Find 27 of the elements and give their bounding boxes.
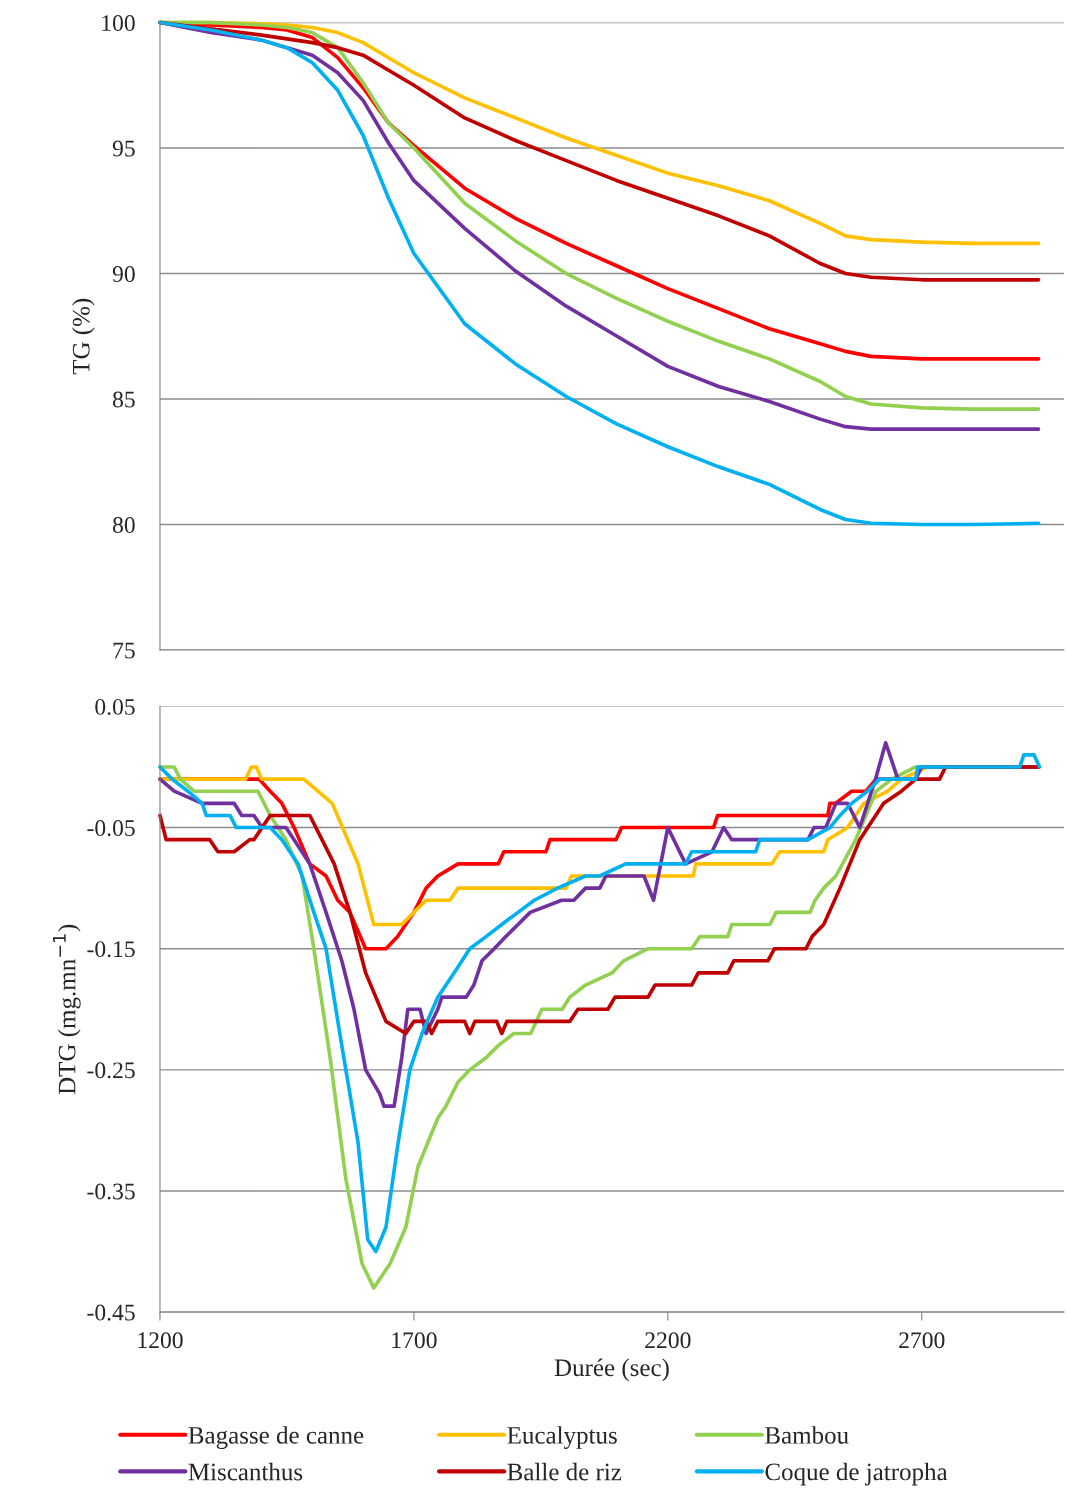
line-series xyxy=(158,765,1041,1036)
line-series xyxy=(158,20,1041,527)
legend-label: Balle de riz xyxy=(507,1462,622,1481)
y-tick-label: 80 xyxy=(112,517,135,533)
y-tick-label: -0.35 xyxy=(87,1183,135,1200)
y-tick-label: -0.45 xyxy=(87,1304,135,1321)
legend-label: Bambou xyxy=(765,1426,849,1444)
y-tick-label: 90 xyxy=(112,266,135,282)
legend-label: Bagasse de canne xyxy=(188,1426,364,1449)
y-tick-label: -0.25 xyxy=(87,1062,135,1079)
legend-label: Eucalyptus xyxy=(507,1426,617,1449)
y-tick-label: 0.05 xyxy=(95,698,135,715)
y-tick-label: -0.05 xyxy=(87,820,135,837)
x-tick-label: 2700 xyxy=(899,1332,945,1349)
legend-label: Coque de jatropha xyxy=(765,1462,948,1486)
x-tick-label: 1200 xyxy=(138,1332,183,1349)
x-tick-label: 2200 xyxy=(645,1332,691,1349)
y-axis-title: TG (%) xyxy=(72,298,95,375)
x-tick-label: 1700 xyxy=(392,1332,437,1349)
y-tick-label: 95 xyxy=(112,140,135,157)
legend-label: Miscanthus xyxy=(188,1462,303,1481)
y-tick-label: 100 xyxy=(102,15,135,31)
y-tick-label: -0.15 xyxy=(87,941,135,958)
x-axis-title: Durée (sec) xyxy=(554,1358,669,1382)
y-tick-label: 85 xyxy=(112,391,135,408)
y-axis-title: DTG (mg.mn$^{−1}$) xyxy=(52,924,81,1095)
y-tick-label: 75 xyxy=(113,642,135,659)
